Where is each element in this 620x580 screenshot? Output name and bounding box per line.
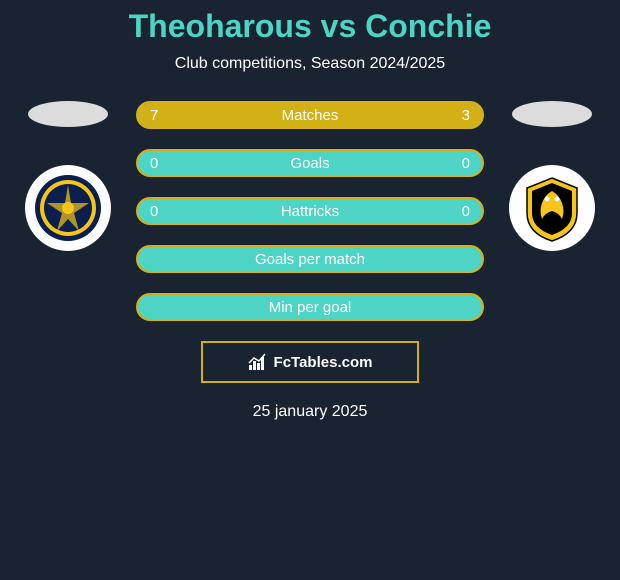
chart-icon bbox=[248, 353, 268, 371]
left-club-badge bbox=[25, 165, 111, 251]
date-text: 25 january 2025 bbox=[253, 403, 368, 421]
stat-label: Goals bbox=[290, 155, 329, 172]
stat-value-left: 0 bbox=[150, 155, 158, 172]
right-player-ellipse bbox=[512, 101, 592, 127]
stat-value-right: 0 bbox=[462, 203, 470, 220]
stat-label: Hattricks bbox=[281, 203, 339, 220]
stat-bar-matches: 7 Matches 3 bbox=[136, 101, 484, 129]
stat-bar-goals: 0 Goals 0 bbox=[136, 149, 484, 177]
phoenix-badge-icon bbox=[517, 173, 587, 243]
mariners-badge-icon bbox=[33, 173, 103, 243]
right-club-badge bbox=[509, 165, 595, 251]
stat-value-left: 0 bbox=[150, 203, 158, 220]
stat-bar-gpm: Goals per match bbox=[136, 245, 484, 273]
stat-label: Min per goal bbox=[269, 299, 352, 316]
page-title: Theoharous vs Conchie bbox=[129, 8, 492, 45]
right-player-col bbox=[502, 101, 602, 251]
left-player-ellipse bbox=[28, 101, 108, 127]
stat-label: Goals per match bbox=[255, 251, 365, 268]
subtitle: Club competitions, Season 2024/2025 bbox=[175, 55, 445, 73]
stat-value-left: 7 bbox=[150, 107, 158, 124]
stat-value-right: 0 bbox=[462, 155, 470, 172]
stat-fill-left bbox=[138, 103, 379, 127]
stats-column: 7 Matches 3 0 Goals 0 0 Hattricks 0 Goal… bbox=[136, 101, 484, 321]
stat-bar-mpg: Min per goal bbox=[136, 293, 484, 321]
stat-label: Matches bbox=[282, 107, 339, 124]
branding-box[interactable]: FcTables.com bbox=[201, 341, 419, 383]
left-player-col bbox=[18, 101, 118, 251]
comparison-area: 7 Matches 3 0 Goals 0 0 Hattricks 0 Goal… bbox=[0, 101, 620, 321]
stat-bar-hattricks: 0 Hattricks 0 bbox=[136, 197, 484, 225]
branding-text: FcTables.com bbox=[274, 354, 373, 371]
stat-value-right: 3 bbox=[462, 107, 470, 124]
